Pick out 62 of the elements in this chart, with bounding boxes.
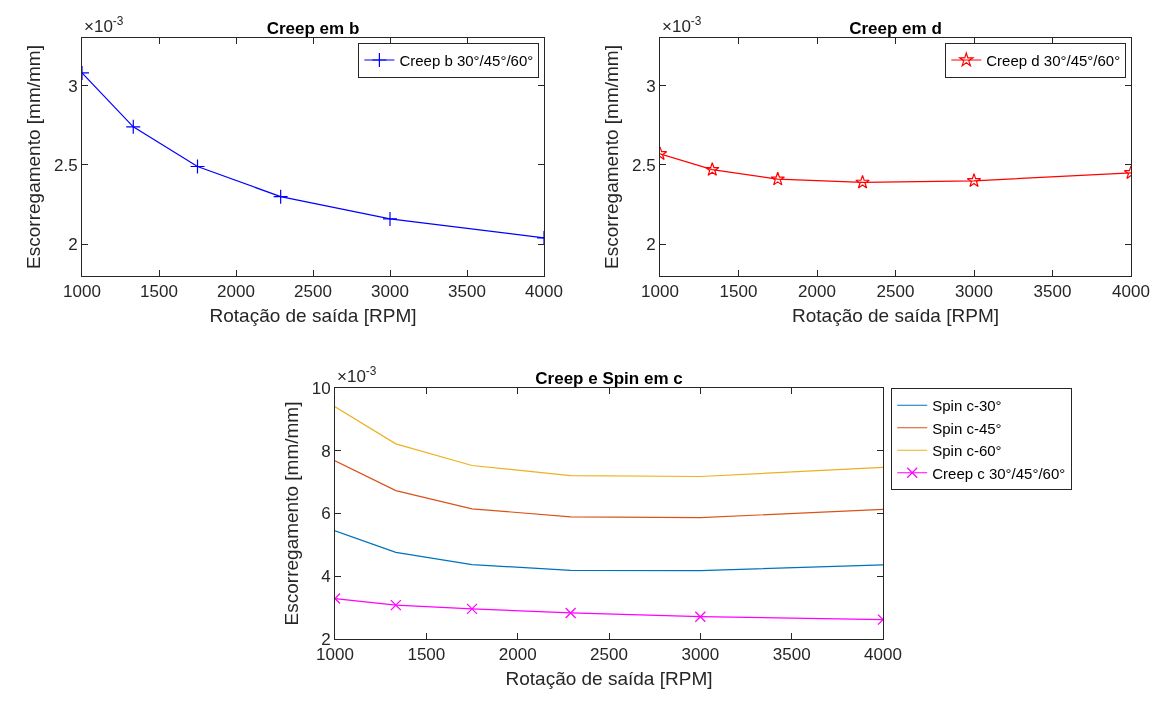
chart-title: Creep em b <box>266 19 360 38</box>
x-tick-label: 1500 <box>407 645 446 665</box>
x-tick-label: 2000 <box>498 645 537 665</box>
x-tick-label: 4000 <box>525 282 563 302</box>
x-tick-label: 3500 <box>448 282 486 302</box>
x-tick-label: 1500 <box>719 282 758 302</box>
y-axis-title: Escorregamento [mm/mm] <box>600 45 622 269</box>
point <box>770 171 786 186</box>
x-tick-label: 2000 <box>217 282 255 302</box>
y-tick-label: 10 <box>311 378 331 398</box>
point <box>390 599 402 611</box>
y-tick-label: 2 <box>68 235 78 255</box>
y-tick-label: 6 <box>321 504 331 524</box>
y-tick-label: 2.5 <box>631 155 656 175</box>
x-axis-title: Rotação de saída [RPM] <box>505 668 713 690</box>
x-tick-label: 2500 <box>590 645 628 665</box>
x-tick-label: 2500 <box>876 282 915 302</box>
x-tick-label: 3000 <box>371 282 409 302</box>
y-tick-label: 3 <box>68 76 78 96</box>
y-axis-title: Escorregamento [mm/mm] <box>22 45 44 269</box>
x-axis-title: Rotação de saída [RPM] <box>209 305 417 327</box>
x-tick-label: 2500 <box>294 282 332 302</box>
x-tick-label: 2000 <box>798 282 836 302</box>
chart-title: Creep em d <box>849 19 942 38</box>
point <box>382 211 398 227</box>
point <box>466 603 478 615</box>
point <box>273 189 289 205</box>
y-tick-label: 3 <box>646 76 656 96</box>
y-axis-title: Escorregamento [mm/mm] <box>280 401 302 626</box>
x-tick-label: 1000 <box>641 282 679 302</box>
x-tick-label: 1500 <box>140 282 178 302</box>
legend-label: Spin c-60° <box>932 442 1002 460</box>
y-tick-label: 2.5 <box>53 155 78 175</box>
point <box>565 607 577 619</box>
x-tick-label: 4000 <box>1112 282 1150 302</box>
legend-label: Spin c-30° <box>932 397 1002 415</box>
line-series <box>335 460 883 519</box>
x-tick-label: 3500 <box>772 645 811 665</box>
legend-label: Creep d 30°/45°/60° <box>986 51 1121 69</box>
point <box>966 173 982 188</box>
chart-title: Creep e Spin em c <box>535 369 683 388</box>
x-tick-label: 3000 <box>681 645 720 665</box>
legend-label: Spin c-45° <box>932 419 1002 437</box>
point <box>189 158 206 175</box>
x-tick-label: 1000 <box>63 282 101 302</box>
line-series <box>335 530 883 572</box>
x-tick-label: 3000 <box>955 282 993 302</box>
text: ×10$^{-3}$ <box>337 364 377 387</box>
y-tick-label: 8 <box>321 441 331 461</box>
y-tick-label: 2 <box>646 235 656 255</box>
x-tick-label: 3500 <box>1033 282 1072 302</box>
point <box>694 611 706 623</box>
point <box>855 174 870 189</box>
x-axis-title: Rotação de saída [RPM] <box>792 305 999 327</box>
text: ×10$^{-3}$ <box>84 14 124 37</box>
x-tick-label: 4000 <box>864 645 902 665</box>
legend-label: Creep c 30°/45°/60° <box>932 464 1066 482</box>
line-series <box>335 406 883 478</box>
legend-label: Creep b 30°/45°/60° <box>399 51 534 69</box>
y-tick-label: 4 <box>321 567 331 587</box>
point <box>705 162 720 176</box>
text: ×10$^{-3}$ <box>662 14 702 37</box>
